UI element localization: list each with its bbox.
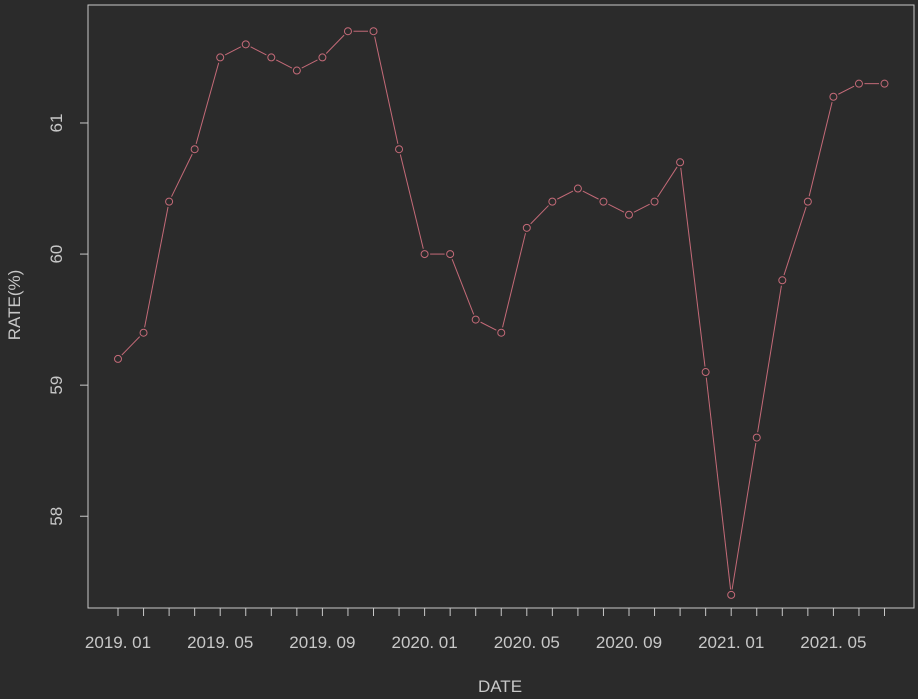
x-tick-label: 2019. 09 <box>289 633 355 652</box>
y-axis: 58 59 60 61 <box>47 114 88 526</box>
series-segment <box>195 62 220 145</box>
data-point <box>650 197 659 206</box>
series-segment <box>530 205 549 225</box>
x-tick-label: 2020. 09 <box>596 633 662 652</box>
data-point <box>599 197 608 206</box>
data-point <box>880 79 889 88</box>
data-point <box>573 184 582 193</box>
series-segment <box>808 101 833 197</box>
data-point <box>292 66 301 75</box>
series-segment <box>399 154 424 249</box>
data-point <box>676 158 685 167</box>
series-segment <box>680 167 706 367</box>
x-tick-label: 2021. 05 <box>800 633 866 652</box>
series-segment <box>838 85 855 95</box>
data-point <box>216 53 225 62</box>
x-axis: 2019. 01 2019. 05 2019. 09 2020. 01 2020. 05… <box>85 607 885 652</box>
series-segment <box>633 203 650 213</box>
data-point <box>803 197 812 206</box>
x-tick-label: 2021. 01 <box>698 633 764 652</box>
data-point <box>241 40 250 49</box>
y-tick-label: 61 <box>47 114 66 133</box>
series-segment <box>301 59 318 69</box>
data-point <box>522 223 531 232</box>
series-segment <box>144 206 169 328</box>
data-point <box>139 328 148 337</box>
plot-frame <box>87 4 915 609</box>
x-tick-label: 2020. 05 <box>494 633 560 652</box>
series-segment <box>275 59 293 69</box>
data-point <box>369 27 378 36</box>
series-segment <box>250 46 267 56</box>
y-axis-label: RATE(%) <box>5 270 24 341</box>
series-segment <box>608 203 625 213</box>
data-point <box>114 354 122 363</box>
series-segment <box>224 46 242 56</box>
series-segment <box>657 166 678 198</box>
series-segment <box>783 206 807 276</box>
data-point <box>548 197 557 206</box>
y-tick-label: 60 <box>47 245 66 264</box>
data-point <box>752 433 761 442</box>
y-tick-label: 59 <box>47 376 66 395</box>
data-point <box>471 315 480 324</box>
series-segment <box>480 321 497 331</box>
series-segment <box>171 153 193 197</box>
data-point <box>267 53 276 62</box>
data-point <box>701 368 710 377</box>
data-point <box>727 590 736 599</box>
series-segment <box>325 34 345 54</box>
series-segment <box>502 233 526 328</box>
data-point <box>497 328 506 337</box>
series-segment <box>121 336 141 356</box>
series-segment <box>557 190 574 200</box>
x-tick-label: 2019. 01 <box>85 633 151 652</box>
data-point <box>625 210 633 219</box>
data-point <box>854 79 863 88</box>
data-point <box>343 27 352 36</box>
series-segment <box>582 190 599 200</box>
series-segment <box>757 285 782 433</box>
series-segment <box>374 36 399 144</box>
data-point <box>395 145 404 154</box>
series-segment <box>705 377 732 590</box>
data-point <box>165 197 174 206</box>
series-layer <box>114 27 889 599</box>
x-axis-label: DATE <box>478 677 522 696</box>
data-point <box>190 145 199 154</box>
data-point <box>318 53 327 62</box>
data-point <box>778 276 787 285</box>
x-tick-label: 2020. 01 <box>392 633 458 652</box>
y-tick-label: 58 <box>47 507 66 526</box>
series-segment <box>451 259 475 315</box>
data-point <box>446 250 455 259</box>
series-segment <box>731 442 757 590</box>
data-point <box>420 250 429 259</box>
x-tick-label: 2019. 05 <box>187 633 253 652</box>
data-point <box>829 92 838 101</box>
